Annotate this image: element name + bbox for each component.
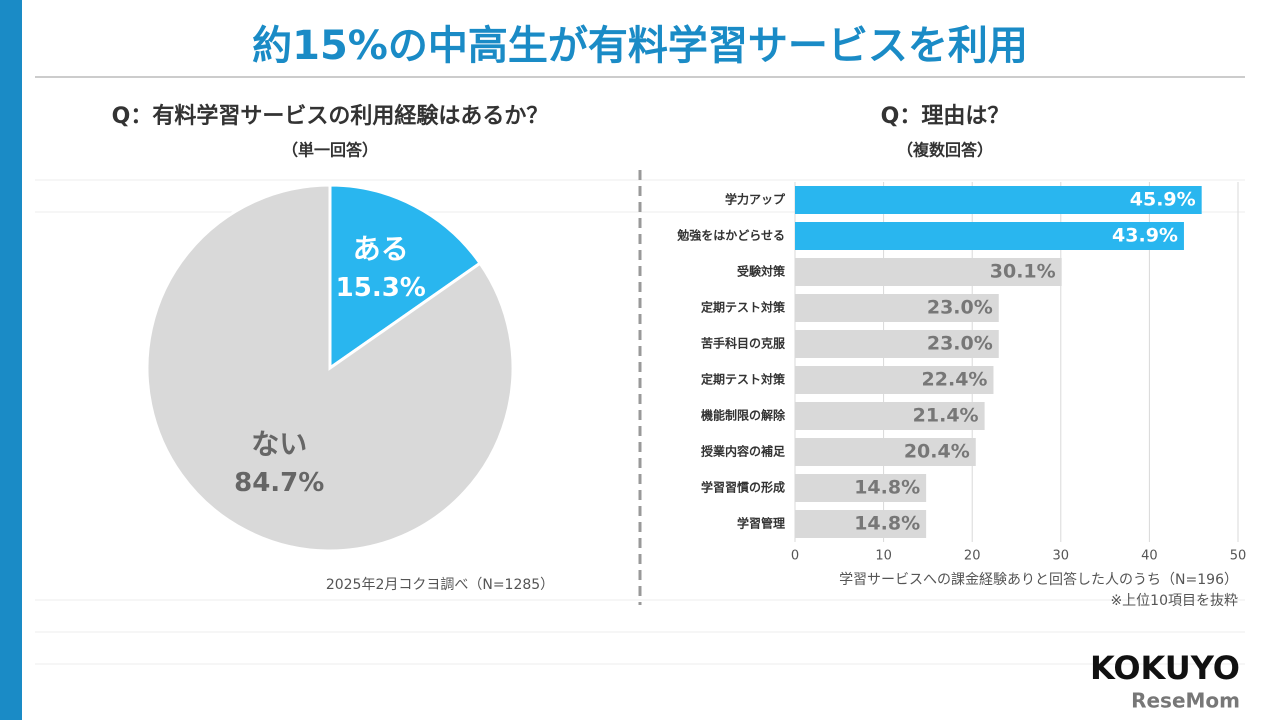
bar: [795, 294, 999, 322]
bar: [795, 186, 1202, 214]
value-label: 21.4%: [913, 405, 979, 427]
value-label: 22.4%: [922, 369, 988, 391]
pie-title: Q：有料学習サービスの利用経験はあるか？: [112, 103, 549, 129]
slice-label: ない: [251, 427, 307, 460]
bar-title: Q：理由は？: [881, 104, 1010, 129]
value-label: 23.0%: [927, 333, 993, 355]
y-tick-label: 機能制限の解除: [701, 408, 786, 423]
pie-subtitle: （単一回答）: [282, 141, 378, 160]
bar: [795, 222, 1184, 250]
pie-slice: [328, 183, 483, 371]
y-tick-label: 授業内容の補足: [701, 444, 785, 459]
x-tick-label: 30: [1053, 549, 1070, 564]
logo: ReseMom: [1131, 689, 1240, 713]
slice-value-label: 84.7%: [234, 468, 324, 498]
value-label: 45.9%: [1130, 189, 1196, 211]
bar-note: 学習サービスへの課金経験ありと回答した人のうち（N=196）: [839, 571, 1238, 588]
bar: [795, 258, 1062, 286]
y-tick-label: 定期テスト対策: [701, 372, 786, 387]
bar: [795, 438, 976, 466]
y-tick-label: 苦手科目の克服: [701, 336, 786, 351]
y-tick-label: 学力アップ: [725, 192, 786, 207]
x-tick-label: 50: [1230, 549, 1247, 564]
value-label: 43.9%: [1112, 225, 1178, 247]
bar-subtitle: （複数回答）: [897, 141, 993, 160]
value-label: 14.8%: [854, 477, 920, 499]
x-tick-label: 10: [875, 549, 892, 564]
y-tick-label: 受験対策: [737, 264, 786, 279]
x-tick-label: 40: [1141, 549, 1158, 564]
bar: [795, 402, 985, 430]
x-tick-label: 0: [791, 549, 799, 564]
logo: KOKUYO: [1090, 649, 1240, 687]
y-tick-label: 学習管理: [737, 516, 785, 531]
bar-note: ※上位10項目を抜粋: [1110, 593, 1238, 609]
value-label: 30.1%: [990, 261, 1056, 283]
pie-slice: [145, 183, 515, 553]
value-label: 14.8%: [854, 513, 920, 535]
value-label: 20.4%: [904, 441, 970, 463]
y-tick-label: 学習習慣の形成: [701, 480, 785, 495]
bar: [795, 474, 927, 502]
value-label: 23.0%: [927, 297, 993, 319]
slice-label: ある: [353, 233, 409, 266]
pie-note: 2025年2月コクヨ調べ（N=1285）: [326, 577, 554, 593]
side-stripe: [0, 0, 22, 720]
x-tick-label: 20: [964, 549, 981, 564]
y-tick-label: 勉強をはかどらせる: [676, 228, 785, 243]
bar: [795, 510, 927, 538]
bar: [795, 366, 994, 394]
bar: [795, 330, 999, 358]
y-tick-label: 定期テスト対策: [701, 300, 786, 315]
page-title: 約15%の中高生が有料学習サービスを利用: [252, 23, 1028, 69]
slice-value-label: 15.3%: [336, 273, 426, 303]
